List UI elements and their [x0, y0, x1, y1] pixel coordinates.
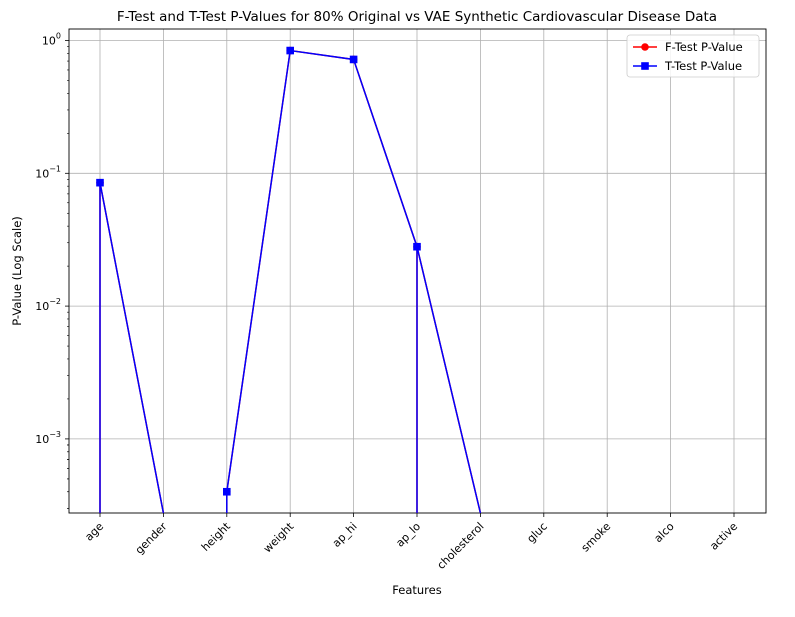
legend-box	[626, 34, 760, 78]
x-tick-label: ap_lo	[393, 520, 423, 550]
x-tick-label: height	[199, 519, 233, 553]
y-tick-label: 100	[42, 32, 61, 48]
data-point	[349, 55, 358, 64]
y-tick-label: 10−2	[35, 297, 61, 313]
y-tick-label: 10−1	[35, 164, 61, 180]
legend-label: T-Test P-Value	[664, 59, 742, 73]
legend-entry: F-Test P-Value	[633, 40, 743, 54]
series-f-test	[96, 46, 482, 514]
x-tick-label: active	[707, 520, 740, 553]
x-tick-label: ap_hi	[330, 520, 360, 550]
x-tick-label: cholesterol	[435, 520, 487, 572]
x-tick-label: gender	[133, 520, 170, 557]
legend-label: F-Test P-Value	[665, 40, 743, 54]
legend-marker	[641, 43, 649, 51]
x-axis-label: Features	[392, 583, 441, 597]
y-axis-label: P-Value (Log Scale)	[10, 216, 24, 326]
y-axis-ticks: 100 10−1 10−2 10−3	[35, 32, 69, 509]
legend-marker	[641, 62, 649, 70]
grid-lines	[69, 29, 766, 513]
x-axis-ticks: age gender height weight ap_hi ap_lo cholester…	[82, 513, 740, 572]
data-point	[413, 242, 421, 251]
chart-title: F-Test and T-Test P-Values for 80% Origi…	[117, 9, 717, 25]
x-tick-label: alco	[652, 520, 677, 545]
x-tick-label: gluc	[524, 520, 550, 546]
data-point	[96, 178, 104, 187]
data-point	[286, 46, 294, 55]
x-tick-label: smoke	[579, 520, 614, 555]
data-point	[223, 487, 231, 496]
series-t-test	[96, 46, 482, 514]
legend-entry: T-Test P-Value	[633, 59, 742, 73]
x-tick-label: weight	[261, 519, 297, 555]
series-layer	[96, 46, 482, 514]
y-tick-label: 10−3	[35, 430, 61, 446]
x-tick-label: age	[82, 520, 106, 544]
legend: F-Test P-Value T-Test P-Value	[626, 34, 760, 78]
